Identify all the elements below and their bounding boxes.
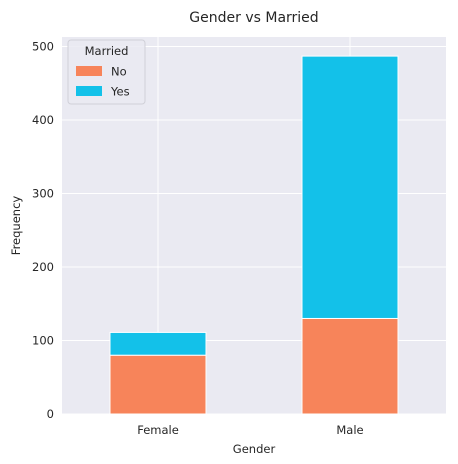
y-axis-label: Frequency [9,196,23,256]
y-tick-label: 300 [32,187,54,201]
bar-female-yes [109,331,207,356]
legend-title: Married [85,44,129,58]
y-tick-label: 100 [32,334,54,348]
y-tick-labels: 0 100 200 300 400 500 [32,40,54,421]
legend-swatch-no [76,66,102,76]
x-tick-labels: Female Male [137,423,363,437]
y-tick-label: 0 [47,407,54,421]
legend-label-no: No [111,65,127,79]
legend: Married No Yes [67,39,146,105]
legend-label-yes: Yes [110,85,130,99]
legend-swatch-yes [76,86,102,96]
x-tick-label: Female [137,423,179,437]
bars-layer [109,55,399,415]
y-tick-label: 400 [32,113,54,127]
bar-male-yes [301,55,399,319]
x-axis-label: Gender [233,442,276,456]
legend-items: No Yes [76,65,130,99]
y-tick-label: 200 [32,260,54,274]
bar-female-no [109,354,207,415]
x-tick-label: Male [336,423,363,437]
y-tick-label: 500 [32,40,54,54]
chart-title: Gender vs Married [189,10,318,26]
bar-male-no [301,317,399,415]
